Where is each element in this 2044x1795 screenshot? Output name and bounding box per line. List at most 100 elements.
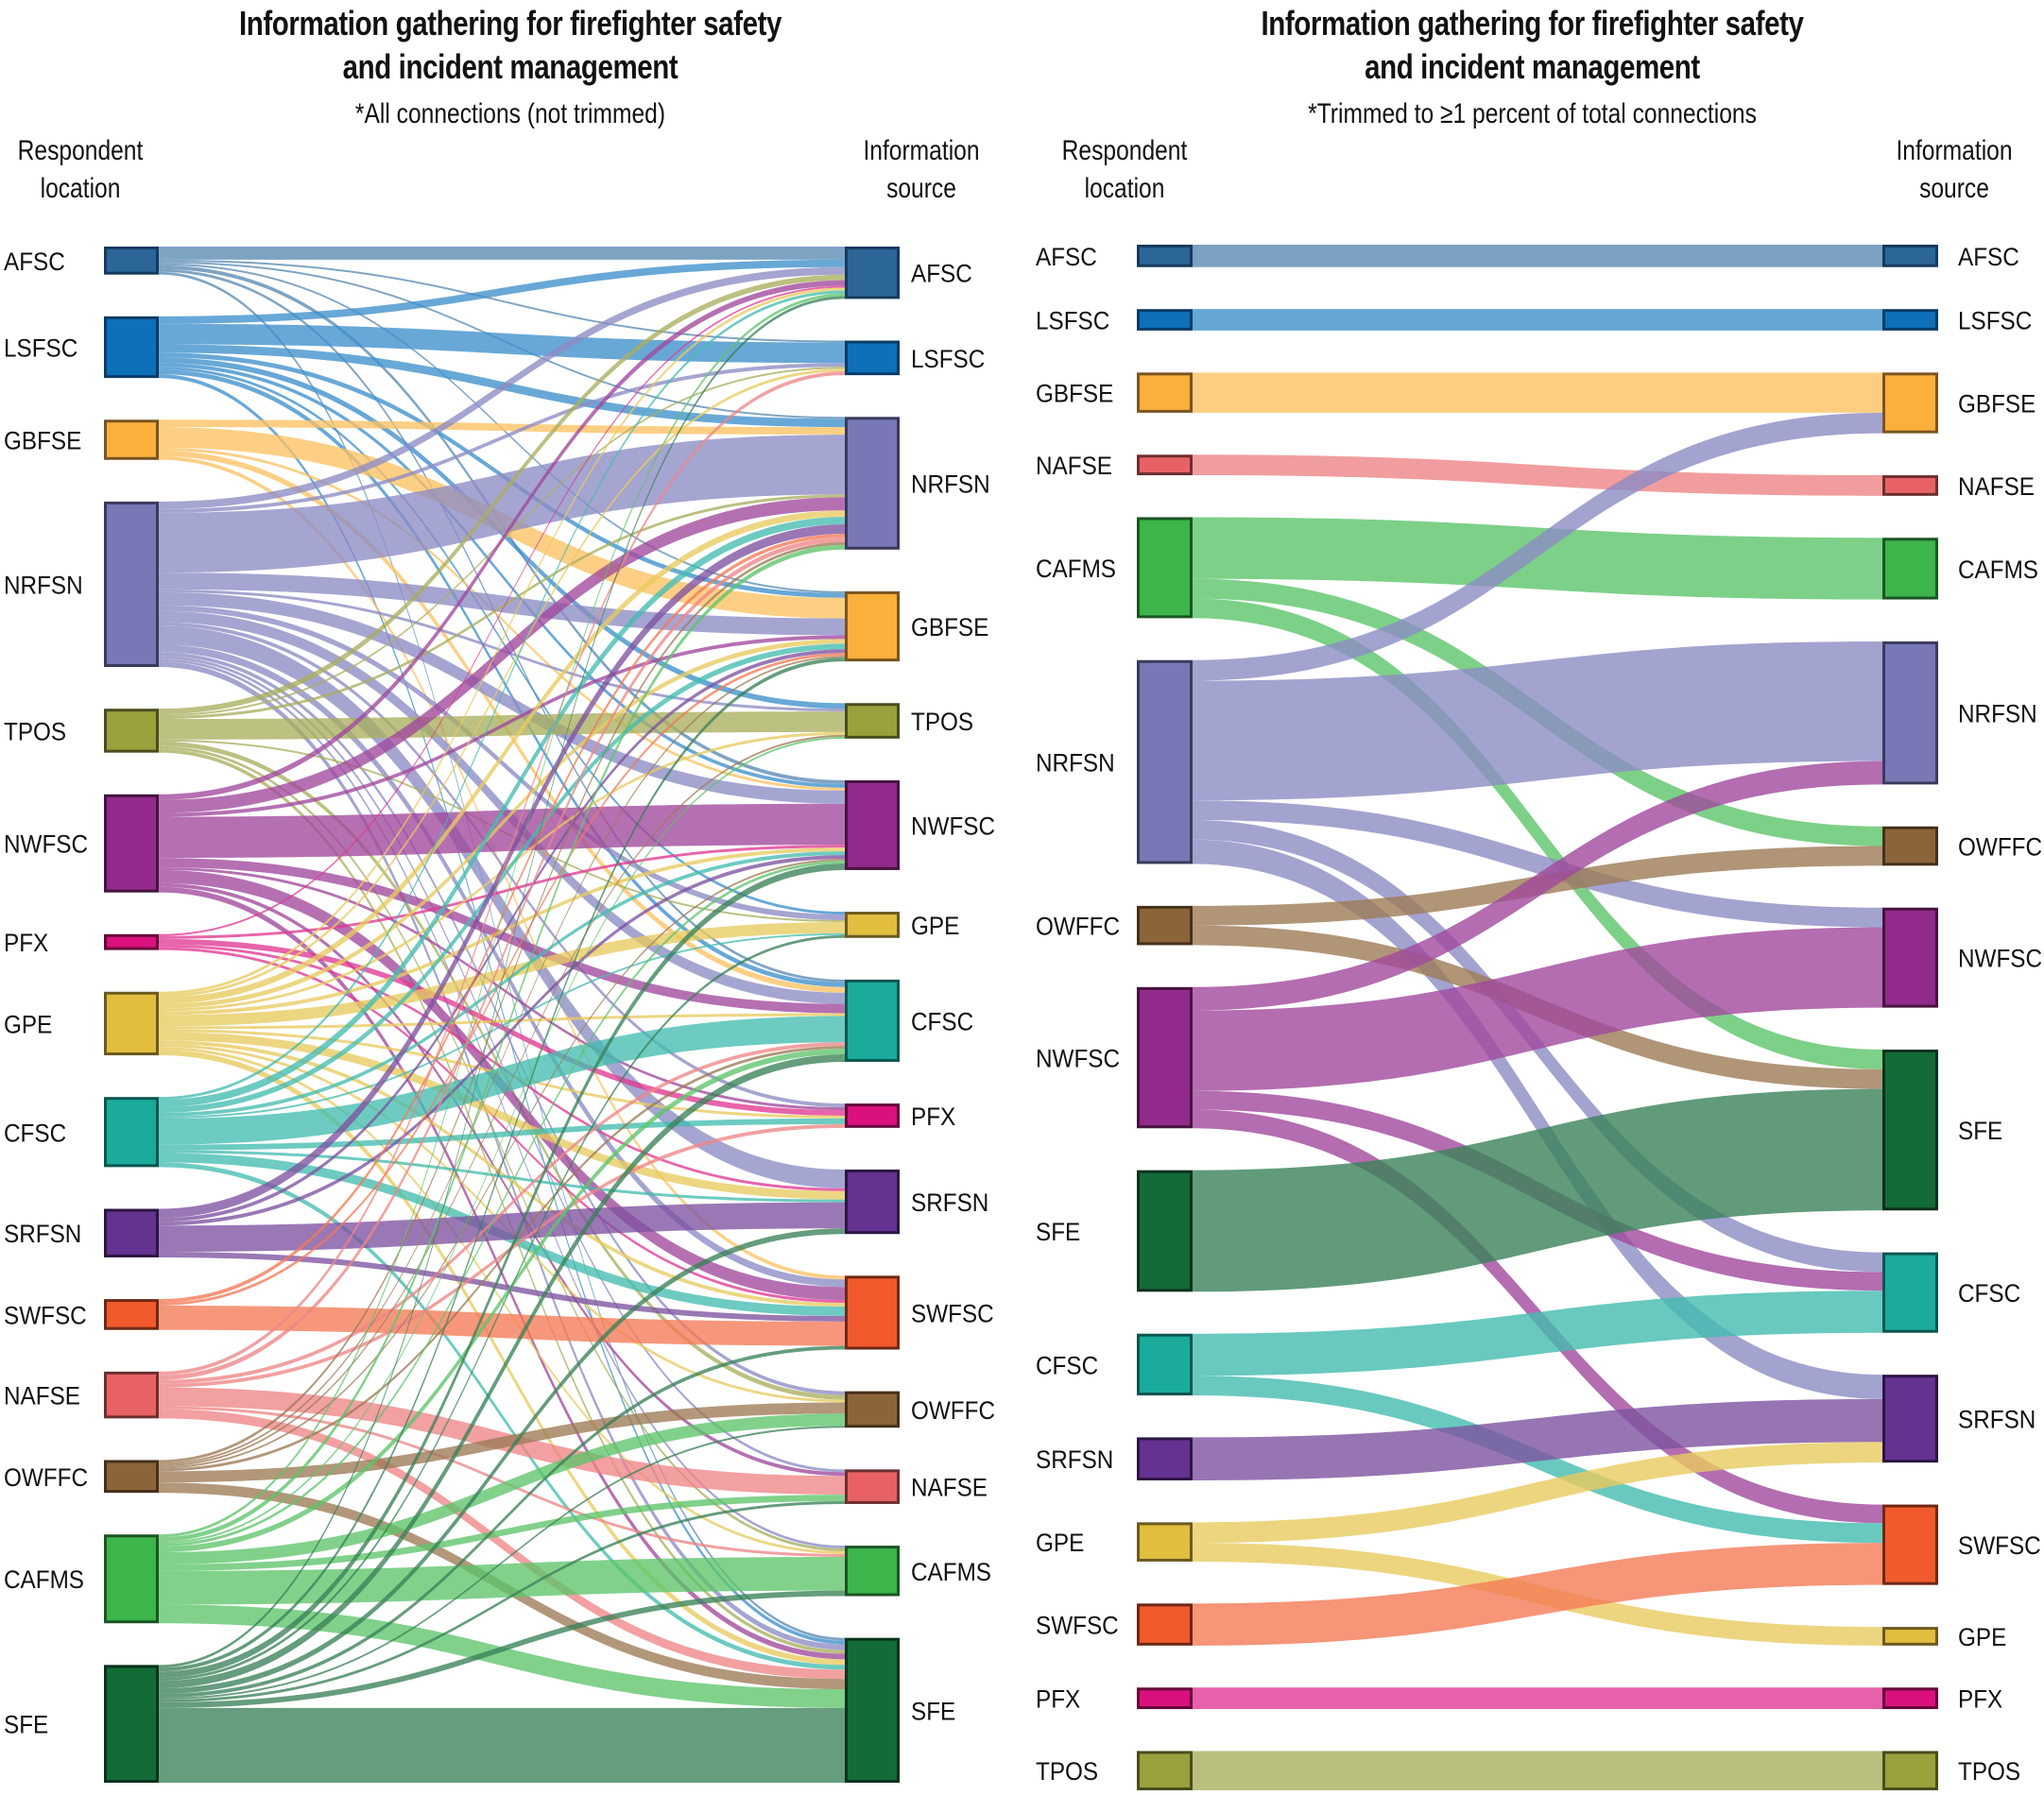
link-pfx-to-pfx [1193,1687,1882,1710]
left-node-label: SWFSC [4,1302,87,1329]
link-sfe-to-sfe [159,1707,845,1783]
left-node-nafse [104,1371,159,1419]
right-node-label: NRFSN [911,470,990,498]
link-nafse-to-lsfsc [159,371,845,1376]
sankey-links [159,247,845,1783]
link-gpe-to-nwfsc [159,847,845,1016]
right-node-label: CFSC [911,1008,973,1035]
link-cafms-to-nwfsc [159,861,845,1547]
link-afsc-to-sfe [159,271,845,1641]
link-nrfsn-to-sfe [159,661,845,1650]
sankey-nodes: AFSC LSFSC GBFSE NRFSN TPOS NWFSC PFX GPE CFSC SR… [4,247,995,1784]
right-node-gbfse [845,590,900,662]
left-node-nrfsn [1137,659,1193,864]
right-node-label: GBFSE [911,614,988,641]
link-srfsn-to-swfsc [159,1252,845,1322]
left-node-cfsc [104,1097,159,1168]
right-node-label: SFE [1958,1118,2002,1145]
left-axis-label-line-1: Respondent [17,135,144,166]
left-node-label: OWFFC [1036,914,1120,941]
right-node-nwfsc [845,779,900,870]
right-node-label: TPOS [911,709,973,736]
link-gpe-to-srfsn [1193,1442,1882,1544]
right-node-cafms [845,1546,900,1597]
right-node-label: OWFFC [911,1397,995,1425]
left-node-label: LSFSC [1036,307,1109,334]
link-srfsn-to-nwfsc [159,855,845,1226]
left-node-pfx [104,933,159,950]
left-node-sfe [104,1665,159,1784]
link-cafms-to-cafms [1193,517,1882,600]
right-axis-label-line-1: Information [1896,135,2013,166]
link-sfe-to-nafse [159,1500,845,1702]
right-node-label: SRFSN [911,1189,988,1217]
link-sfe-to-gbfse [159,658,845,1672]
link-cafms-to-owffc [159,1413,845,1564]
right-node-cfsc [1882,1252,1938,1333]
left-node-gpe [1137,1522,1193,1562]
right-node-gpe [1882,1627,1938,1646]
link-nwfsc-to-nafse [159,882,845,1477]
link-sfe-to-gpe [159,934,845,1682]
link-nwfsc-to-gbfse [159,635,845,817]
link-cfsc-to-cfsc [159,1016,845,1145]
right-axis-label: Information source [848,132,995,208]
link-swfsc-to-nrfsn [159,533,845,1304]
link-nafse-to-nrfsn [159,537,845,1380]
link-nwfsc-to-nrfsn [159,497,845,813]
link-nrfsn-to-nrfsn [1193,641,1882,801]
left-node-label: PFX [1036,1686,1080,1714]
link-cafms-to-nafse [159,1495,845,1571]
chart-title-line-2: and incident management [1365,47,1700,86]
link-swfsc-to-swfsc [1193,1543,1882,1646]
right-node-nafse [845,1469,900,1504]
left-node-label: GPE [1036,1530,1084,1557]
right-node-nrfsn [1882,641,1938,785]
link-nrfsn-to-gbfse [159,573,845,636]
left-node-label: SWFSC [1036,1612,1119,1639]
sankey-panel-all-connections: Information gathering for firefighter sa… [0,0,1021,1795]
link-tpos-to-afsc [159,274,845,715]
link-lsfsc-to-lsfsc [159,323,845,364]
left-node-pfx [1137,1687,1193,1710]
left-node-label: OWFFC [4,1464,88,1492]
link-nafse-to-cfsc [159,1042,845,1384]
link-srfsn-to-srfsn [159,1202,845,1253]
left-node-lsfsc [104,316,159,379]
left-node-label: AFSC [4,248,65,276]
link-sfe-to-cfsc [159,1054,845,1689]
right-axis-label-line-2: source [1919,173,1989,204]
link-srfsn-to-gbfse [159,649,845,1222]
left-node-label: CFSC [4,1120,66,1147]
link-gbfse-to-nwfsc [159,447,845,791]
right-node-nrfsn [845,417,900,550]
right-node-label: PFX [1958,1686,2002,1714]
left-node-label: TPOS [1036,1758,1098,1786]
link-nrfsn-to-nafse [159,656,845,1473]
link-cafms-to-sfe [1193,598,1882,1069]
left-node-label: AFSC [1036,244,1097,271]
link-nwfsc-to-nwfsc [1193,927,1882,1091]
link-nrfsn-to-srfsn [1193,839,1882,1399]
left-node-label: CAFMS [1036,556,1116,583]
right-node-label: LSFSC [1958,307,2032,334]
right-node-label: GPE [911,913,959,940]
link-gpe-to-gpe [159,921,845,1027]
left-node-label: NWFSC [1036,1045,1120,1072]
link-lsfsc-to-lsfsc [1193,309,1882,331]
left-node-afsc [104,247,159,275]
link-swfsc-to-swfsc [159,1306,845,1346]
left-node-sfe [1137,1170,1193,1292]
right-node-sfe [845,1637,900,1783]
link-cafms-to-afsc [159,293,845,1538]
right-node-label: NWFSC [1958,946,2042,973]
left-node-nrfsn [104,501,159,668]
link-afsc-to-afsc [159,247,845,260]
right-node-label: CFSC [1958,1280,2020,1308]
left-node-label: GBFSE [4,427,81,454]
right-node-swfsc [1882,1504,1938,1585]
right-node-label: GBFSE [1958,390,2035,418]
right-node-label: AFSC [911,261,972,288]
link-sfe-to-swfsc [159,1345,845,1698]
link-sfe-to-cafms [159,1590,845,1708]
